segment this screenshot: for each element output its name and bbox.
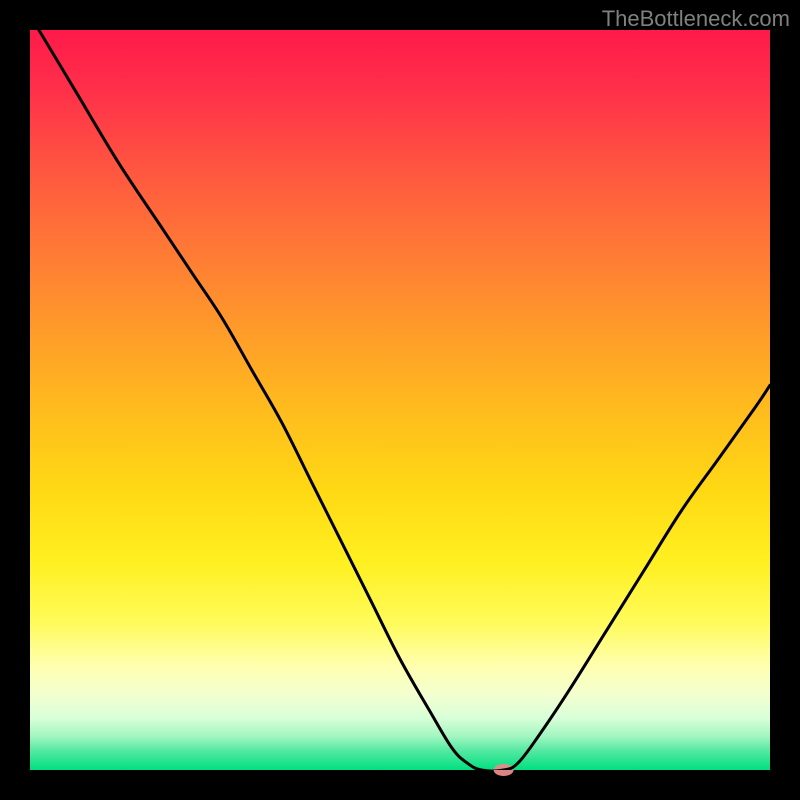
bottleneck-chart [0, 0, 800, 800]
watermark-text: TheBottleneck.com [602, 6, 790, 32]
chart-container: TheBottleneck.com [0, 0, 800, 800]
